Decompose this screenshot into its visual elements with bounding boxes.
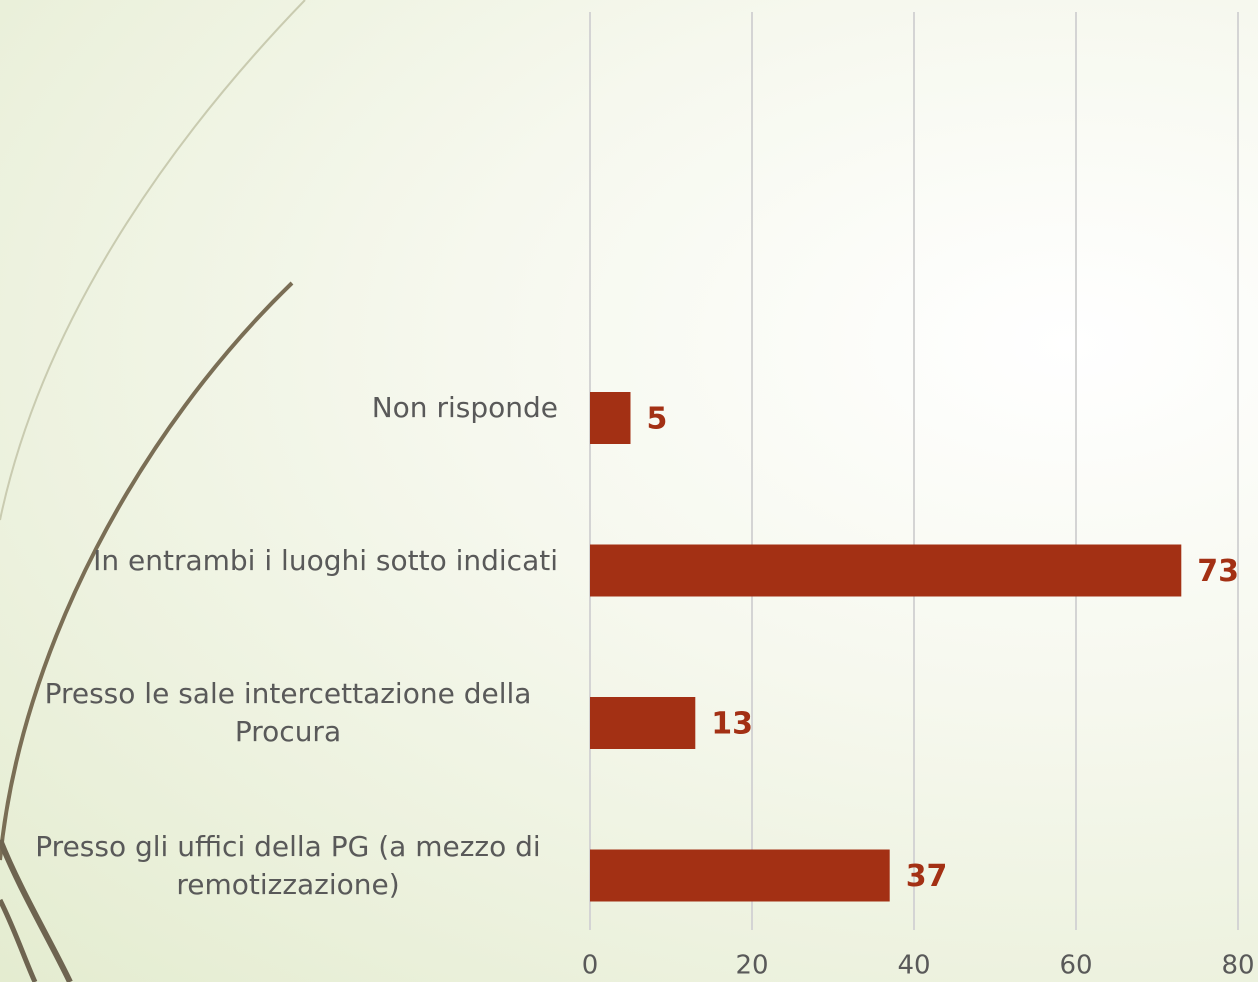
category-label: In entrambi i luoghi sotto indicati: [93, 543, 558, 577]
bar: [590, 849, 890, 902]
x-tick-label: 20: [735, 951, 768, 981]
x-tick-label: 0: [582, 951, 599, 981]
bar: [590, 697, 696, 749]
value-label: 5: [647, 402, 668, 437]
category-label: Non risponde: [371, 391, 558, 424]
category-label: Presso gli uffici della PG (a mezzo di r…: [35, 829, 541, 901]
decoration: [0, 0, 306, 982]
category-label: Presso le sale intercettazione della Pro…: [44, 677, 532, 748]
x-tick-label: 60: [1059, 951, 1092, 981]
bar: [590, 544, 1182, 597]
x-tick-label: 40: [897, 951, 930, 981]
value-label: 13: [711, 707, 753, 742]
value-label: 37: [906, 859, 948, 894]
x-tick-label: 80: [1221, 951, 1254, 981]
bar: [590, 392, 631, 444]
value-label: 73: [1197, 554, 1239, 589]
